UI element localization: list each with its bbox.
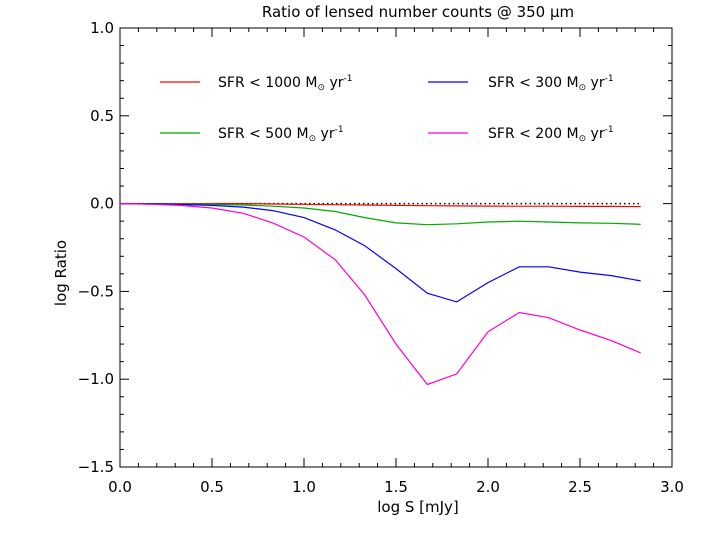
x-tick-label: 3.0	[660, 478, 684, 496]
y-tick-label: 1.0	[90, 19, 114, 37]
legend-entry: SFR < 300 M⊙ yr-1	[428, 74, 614, 93]
legend-entry: SFR < 200 M⊙ yr-1	[428, 125, 614, 144]
y-tick-label: −1.5	[78, 458, 114, 476]
x-tick-label: 1.0	[292, 478, 316, 496]
legend-entry: SFR < 1000 M⊙ yr-1	[160, 74, 353, 93]
legend-entry: SFR < 500 M⊙ yr-1	[160, 125, 344, 144]
x-tick-label: 0.5	[200, 478, 224, 496]
legend-label: SFR < 1000 M⊙ yr-1	[218, 74, 353, 93]
legend-label: SFR < 200 M⊙ yr-1	[488, 125, 614, 144]
chart-title: Ratio of lensed number counts @ 350 μm	[262, 3, 574, 21]
plot-area: 0.0 0.5 1.0 1.5 2.0 2.5 3.0 1.0 0.5 0.0 −0.5 −1.0 −1…	[78, 19, 684, 496]
series-line-3	[119, 203, 641, 386]
y-tick-label: −0.5	[78, 282, 114, 300]
plot-frame	[119, 27, 673, 468]
y-tick-label: 0.0	[90, 195, 114, 213]
legend-label: SFR < 500 M⊙ yr-1	[218, 125, 344, 144]
legend: SFR < 1000 M⊙ yr-1 SFR < 500 M⊙ yr-1 SFR <…	[160, 74, 614, 144]
series-line-1	[120, 203, 641, 226]
series-line-0	[120, 203, 641, 208]
x-tick-label: 2.5	[568, 478, 592, 496]
x-tick-label: 1.5	[384, 478, 408, 496]
y-tick-label: 0.5	[90, 107, 114, 125]
x-tick-label: 2.0	[476, 478, 500, 496]
series-line-2	[119, 203, 641, 303]
y-tick-label: −1.0	[78, 370, 114, 388]
x-tick-label: 0.0	[108, 478, 132, 496]
y-axis-label: log Ratio	[52, 240, 70, 306]
x-axis-label: log S [mJy]	[377, 498, 459, 516]
legend-label: SFR < 300 M⊙ yr-1	[488, 74, 614, 93]
